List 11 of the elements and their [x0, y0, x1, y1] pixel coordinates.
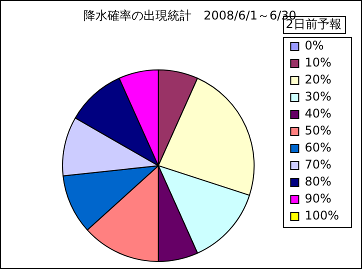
legend-label: 80%	[304, 174, 332, 189]
legend-label: 30%	[304, 90, 332, 104]
legend-label: 60%	[304, 140, 332, 155]
legend-label: 70%	[304, 158, 332, 172]
legend-label: 0%	[304, 38, 324, 53]
legend-label: 40%	[304, 106, 332, 121]
legend-label: 100%	[304, 208, 340, 223]
legend-label: 90%	[304, 192, 332, 206]
legend-label: 20%	[304, 72, 332, 87]
legend-label: 10%	[304, 56, 332, 70]
legend-label: 50%	[304, 124, 332, 138]
